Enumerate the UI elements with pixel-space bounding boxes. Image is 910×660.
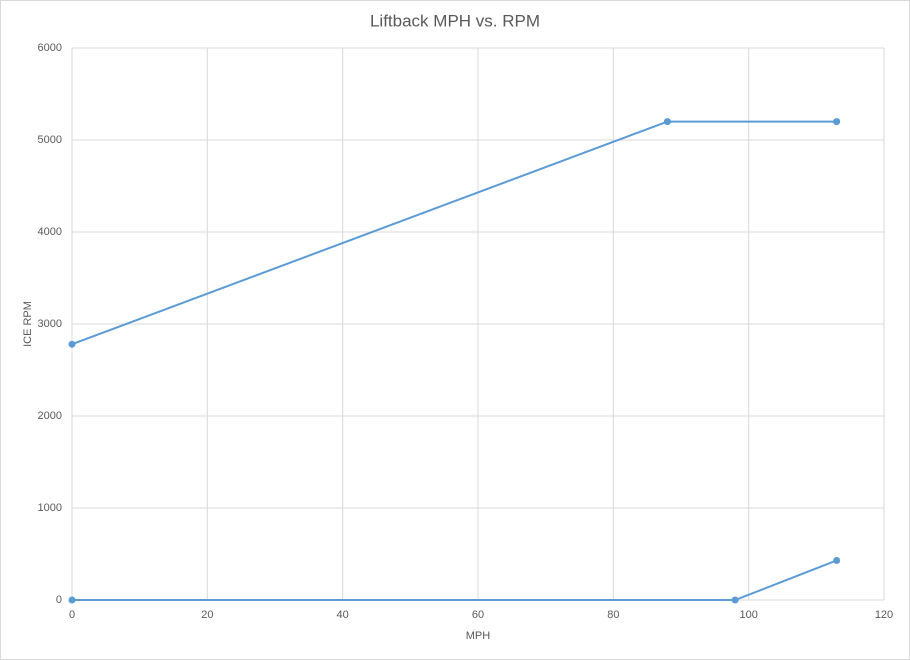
data-point (833, 118, 841, 126)
data-point (68, 340, 76, 348)
y-tick-label: 4000 (38, 226, 62, 238)
x-axis-label: MPH (466, 630, 491, 642)
x-tick-label: 40 (337, 609, 349, 621)
data-point (833, 556, 841, 564)
y-axis-label: ICE RPM (22, 301, 34, 347)
x-tick-label: 60 (472, 609, 484, 621)
y-tick-label: 5000 (38, 134, 62, 146)
y-tick-label: 1000 (38, 502, 62, 514)
data-point (663, 118, 671, 126)
x-tick-label: 0 (69, 609, 75, 621)
chart-title: Liftback MPH vs. RPM (370, 11, 540, 30)
y-tick-label: 3000 (38, 318, 62, 330)
x-tick-label: 120 (875, 609, 893, 621)
y-tick-label: 0 (56, 594, 62, 606)
y-tick-label: 2000 (38, 410, 62, 422)
data-point (731, 596, 739, 604)
x-tick-label: 80 (607, 609, 619, 621)
x-tick-label: 100 (739, 609, 757, 621)
data-point (68, 596, 76, 604)
y-tick-label: 6000 (38, 42, 62, 54)
x-tick-label: 20 (201, 609, 213, 621)
